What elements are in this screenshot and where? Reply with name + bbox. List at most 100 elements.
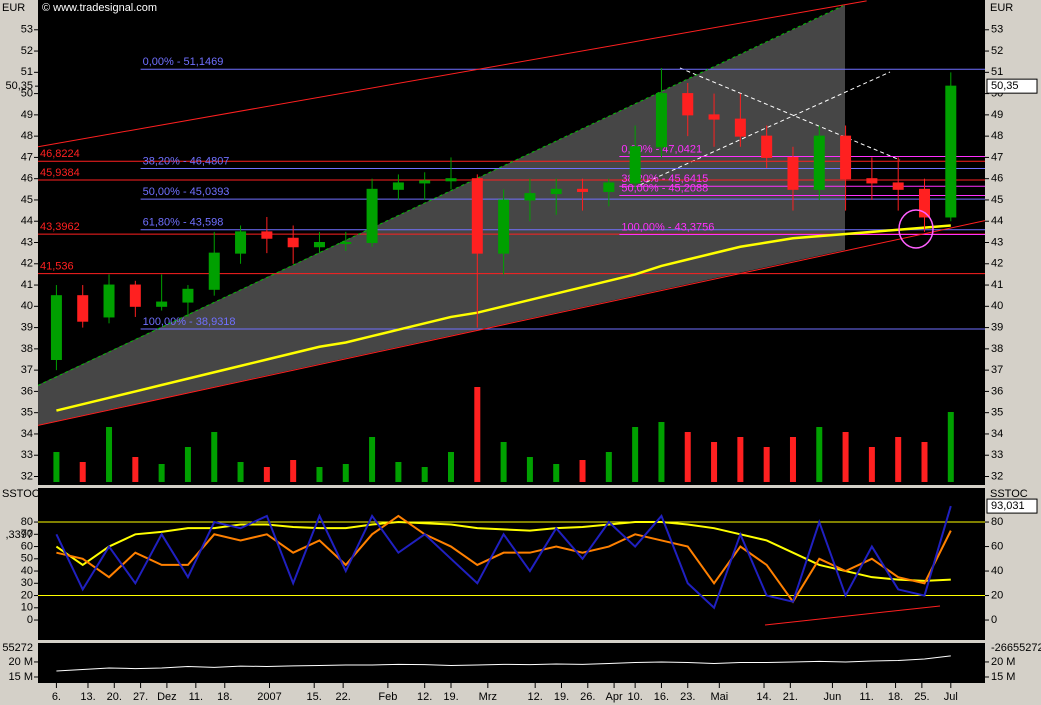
candle-body	[313, 242, 325, 248]
y-tick-label: 43	[991, 236, 1003, 248]
candle-body	[261, 231, 273, 239]
level-label: 41,536	[40, 261, 74, 273]
y-tick-label: 42	[991, 258, 1003, 270]
candle-body	[787, 156, 799, 190]
retracement-label: 0,00% - 51,1469	[143, 56, 224, 68]
x-tick-label: 19.	[554, 691, 569, 703]
y-tick-label: 15 M	[9, 671, 33, 683]
x-tick-label: Mrz	[479, 691, 497, 703]
candle-body	[156, 301, 168, 307]
y-tick-label: 52	[991, 45, 1003, 57]
highlight-circle	[898, 209, 934, 249]
x-tick-label: 10.	[627, 691, 642, 703]
y-tick-label: 33	[991, 449, 1003, 461]
volume-bar	[842, 432, 849, 482]
y-tick-label: 53	[21, 24, 33, 36]
y-tick-label: 42	[21, 258, 33, 270]
volume-bar	[553, 464, 560, 482]
y-tick-label: 47	[21, 151, 33, 163]
candle-body	[419, 180, 431, 184]
y-tick-label: 80	[21, 516, 33, 528]
volume-bar	[816, 427, 823, 482]
level-label: 43,3962	[40, 221, 80, 233]
y-tick-label: 34	[991, 428, 1003, 440]
candle-body	[366, 188, 378, 243]
last-label-left: 50,35	[5, 80, 33, 92]
candle-body	[235, 231, 247, 254]
candle-body	[103, 284, 115, 318]
volume-bar	[895, 437, 902, 482]
volume-bar	[447, 452, 454, 482]
candle-body	[287, 237, 299, 248]
moving-average	[56, 224, 951, 412]
y-tick-label: 40	[21, 300, 33, 312]
dashed-line	[639, 71, 891, 186]
volume-bar	[79, 462, 86, 482]
candle-body	[708, 114, 720, 120]
candle-body	[866, 178, 878, 184]
candle-body	[498, 199, 510, 254]
volume-bar	[395, 462, 402, 482]
volume-bar	[711, 442, 718, 482]
x-tick-label: 27.	[133, 691, 148, 703]
right-label: -26655272	[991, 642, 1041, 654]
x-tick-label: 21.	[783, 691, 798, 703]
y-tick-label: 49	[991, 109, 1003, 121]
x-tick-label: 2007	[257, 691, 281, 703]
y-tick-label: 44	[991, 215, 1003, 227]
x-tick-label: Dez	[157, 691, 177, 703]
y-tick-label: 0	[991, 614, 997, 626]
candle-body	[340, 242, 352, 244]
volume-bar	[342, 464, 349, 482]
x-tick-label: 11.	[859, 691, 873, 703]
y-label-left: EUR	[2, 2, 25, 14]
x-tick-label: Mai	[710, 691, 728, 703]
y-tick-label: 51	[21, 66, 33, 78]
retracement-label: 100,00% - 43,3756	[621, 221, 714, 233]
x-tick-label: Apr	[606, 691, 623, 703]
level-label: 46,8224	[40, 148, 80, 160]
retracement-label: 38,20% - 45,6415	[621, 173, 708, 185]
x-tick-label: Jun	[824, 691, 842, 703]
y-tick-label: 39	[21, 321, 33, 333]
stoch-title-left: SSTOC	[2, 488, 40, 500]
y-tick-label: 38	[21, 343, 33, 355]
volume-bar	[106, 427, 113, 482]
x-tick-label: 20.	[107, 691, 122, 703]
volume-panel	[38, 643, 985, 683]
y-tick-label: 0	[27, 614, 33, 626]
candle-body	[550, 188, 562, 195]
retracement-label: 38,20% - 46,4807	[143, 155, 230, 167]
stoch-title-right: SSTOC	[990, 488, 1028, 500]
volume-bar	[947, 412, 954, 482]
y-tick-label: 34	[21, 428, 33, 440]
y-tick-label: 20	[21, 589, 33, 601]
volume-bar	[605, 452, 612, 482]
y-tick-label: 52	[21, 45, 33, 57]
y-tick-label: 36	[21, 385, 33, 397]
volume-bar	[658, 422, 665, 482]
y-tick-label: 51	[991, 66, 1003, 78]
x-tick-label: 14.	[756, 691, 771, 703]
trend-line	[38, 5, 844, 386]
volume-bar	[316, 467, 323, 482]
x-tick-label: 12.	[417, 691, 432, 703]
y-tick-label: 45	[21, 194, 33, 206]
candle-body	[208, 252, 220, 290]
source: © www.tradesignal.com	[42, 2, 157, 14]
y-tick-label: 70	[21, 528, 33, 540]
y-tick-label: 39	[991, 321, 1003, 333]
y-tick-label: 36	[991, 385, 1003, 397]
volume-bar	[474, 387, 481, 482]
volume-bar	[632, 427, 639, 482]
series-line	[55, 505, 952, 610]
series-line	[56, 514, 952, 604]
stoch-panel	[38, 488, 985, 640]
level-label: 45,9384	[40, 167, 80, 179]
y-tick-label: 60	[21, 540, 33, 552]
candle-body	[840, 135, 852, 180]
candle-body	[892, 182, 904, 190]
channel-shade	[38, 5, 845, 425]
y-tick-label: 40	[991, 565, 1003, 577]
y-tick-label: 40	[21, 565, 33, 577]
